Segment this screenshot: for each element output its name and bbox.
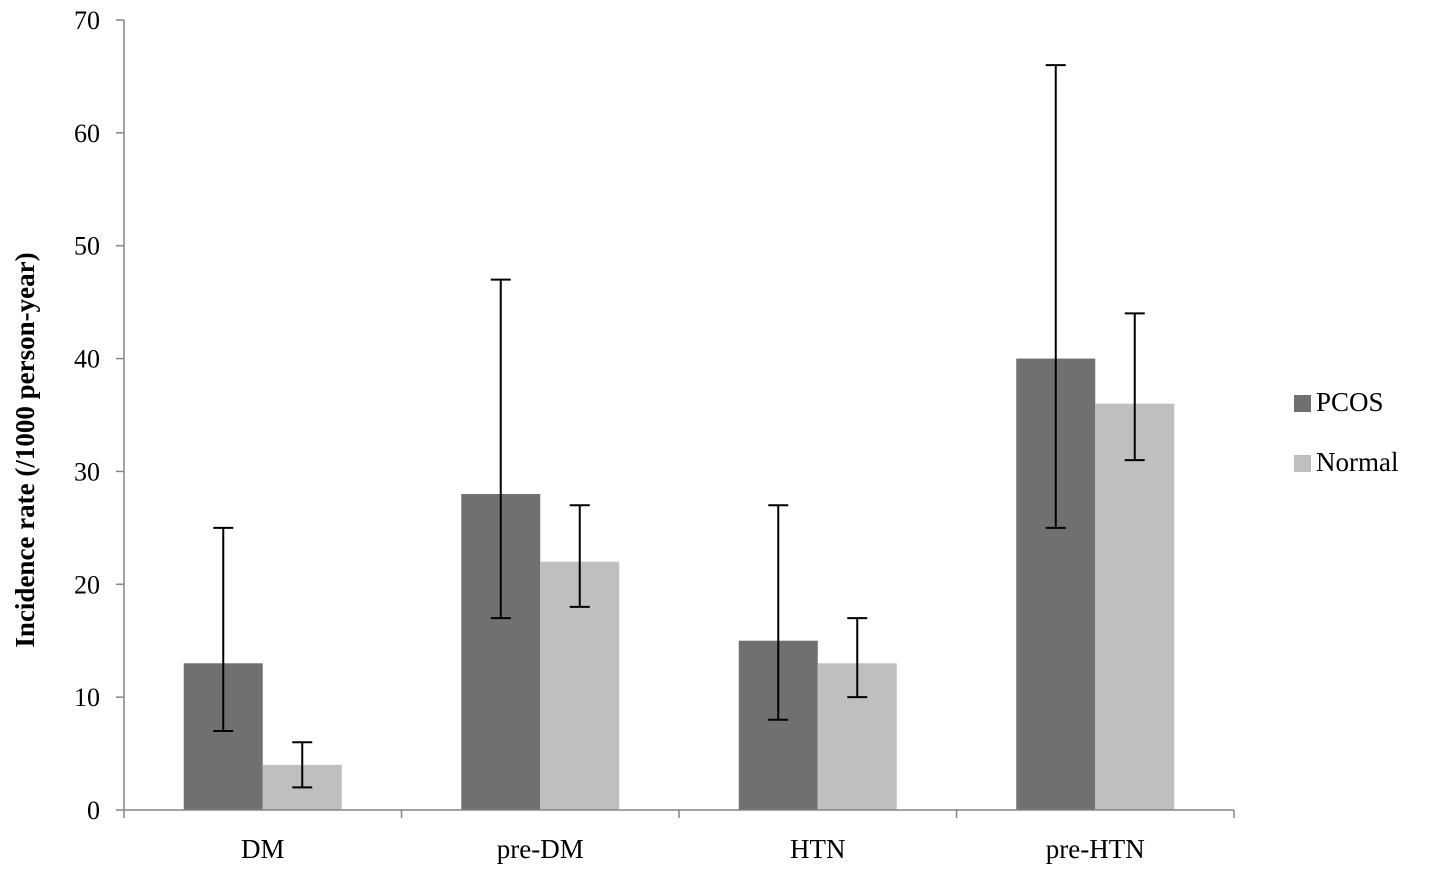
x-tick-label: pre-DM	[497, 834, 584, 864]
legend-swatch-pcos	[1294, 395, 1311, 412]
y-axis: 0 10 20 30 40 50 60 70	[74, 6, 125, 825]
legend-label-normal: Normal	[1316, 447, 1398, 477]
error-bar	[847, 617, 868, 699]
bar-normal-pre-htn	[1095, 403, 1175, 810]
y-tick-label: 10	[74, 683, 100, 712]
y-tick-label: 70	[74, 6, 100, 35]
legend: PCOS Normal	[1294, 387, 1398, 477]
error-bars	[213, 64, 1145, 789]
x-tick-label: DM	[241, 834, 285, 864]
y-axis-label: Incidence rate (/1000 person-year)	[10, 252, 40, 647]
x-axis: DM pre-DM HTN pre-HTN	[123, 809, 1235, 864]
error-bar	[213, 526, 234, 732]
y-tick-label: 30	[74, 457, 100, 486]
y-tick-label: 20	[74, 570, 100, 599]
bars	[183, 358, 1175, 810]
y-tick-label: 60	[74, 119, 100, 148]
error-bar	[292, 741, 313, 789]
x-tick-label: HTN	[790, 834, 846, 864]
y-tick-label: 50	[74, 232, 100, 261]
error-bar	[768, 504, 789, 721]
x-tick-label: pre-HTN	[1046, 834, 1145, 864]
error-bar	[1045, 64, 1066, 529]
y-tick-label: 40	[74, 345, 100, 374]
legend-label-pcos: PCOS	[1316, 387, 1384, 417]
error-bar	[569, 504, 590, 608]
legend-swatch-normal	[1294, 455, 1311, 472]
y-tick-label: 0	[87, 796, 100, 825]
error-bar	[1124, 312, 1145, 462]
error-bar	[490, 278, 511, 620]
